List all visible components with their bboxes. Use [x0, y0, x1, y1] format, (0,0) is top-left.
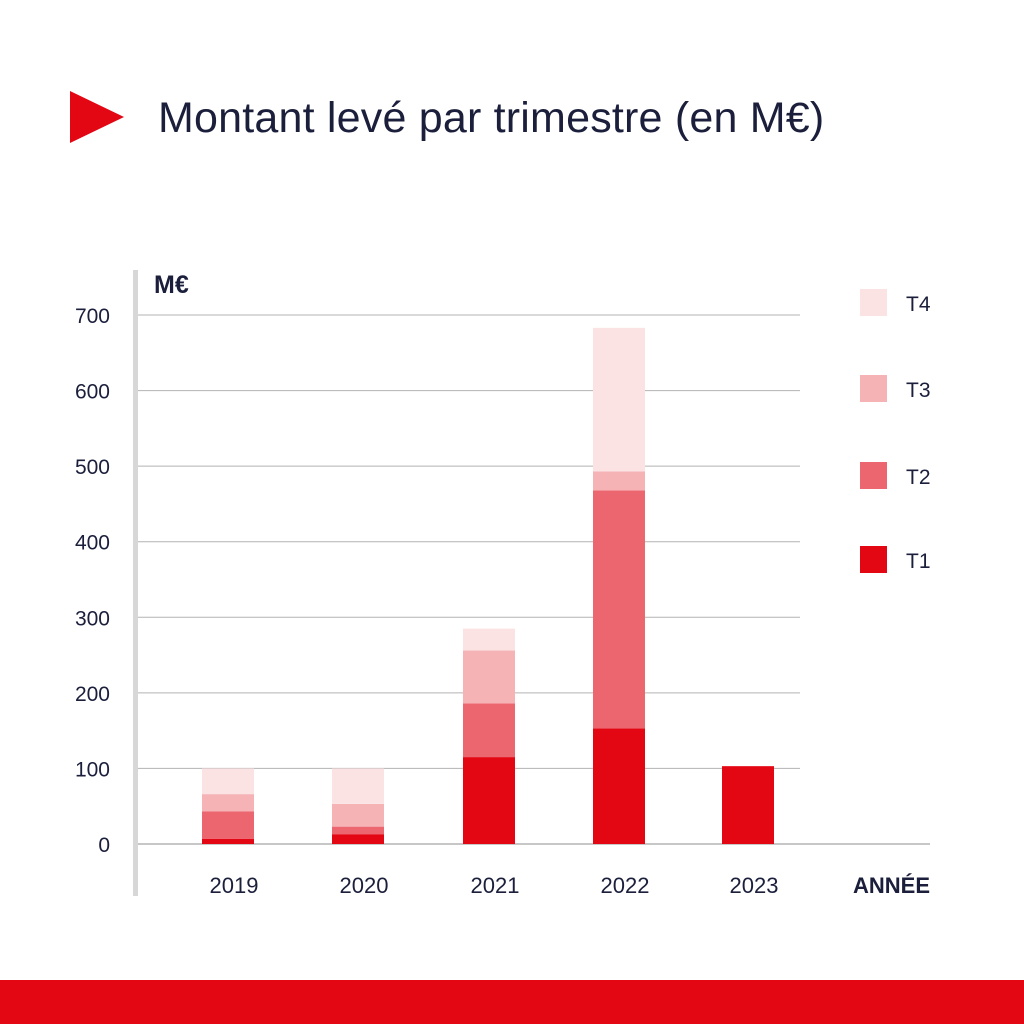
- legend-label: T3: [906, 379, 931, 402]
- bar-segment-t1-2020: [332, 834, 384, 844]
- bar-segment-t2-2021: [463, 703, 515, 758]
- legend-label: T4: [906, 293, 931, 316]
- y-tick-label: 200: [75, 683, 110, 706]
- y-tick-labels: 0 100 200 300 400 500 600 700: [75, 305, 110, 857]
- legend-item-t1: T1: [860, 546, 931, 573]
- y-tick-label: 0: [98, 834, 110, 857]
- bar-segment-t4-2022: [593, 327, 645, 472]
- x-axis-label: ANNÉE: [853, 873, 930, 898]
- bar-segment-t4-2020: [332, 768, 384, 804]
- bar-segment-t1-2021: [463, 757, 515, 844]
- play-arrow-icon: [70, 91, 124, 143]
- y-tick-label: 600: [75, 381, 110, 404]
- legend-label: T2: [906, 466, 931, 489]
- y-tick-label: 300: [75, 607, 110, 630]
- bar-segment-t1-2023: [722, 766, 774, 844]
- legend-item-t4: T4: [860, 289, 931, 316]
- y-tick-label: 700: [75, 305, 110, 328]
- legend-item-t2: T2: [860, 462, 931, 489]
- bar-segment-t2-2022: [593, 490, 645, 729]
- bar-segment-t3-2020: [332, 803, 384, 827]
- legend-swatch: [860, 546, 887, 573]
- x-tick-label: 2023: [730, 873, 779, 898]
- x-tick-labels: 2019 2020 2021 2022 2023: [210, 873, 779, 898]
- bar-segment-t4-2019: [202, 768, 254, 795]
- x-tick-label: 2021: [471, 873, 520, 898]
- legend-swatch: [860, 375, 887, 402]
- bars: [202, 327, 774, 844]
- bottom-brand-band: [0, 980, 1024, 1024]
- legend-label: T1: [906, 550, 931, 573]
- x-tick-label: 2019: [210, 873, 259, 898]
- bar-segment-t4-2021: [463, 628, 515, 651]
- y-axis-bar: [133, 270, 138, 896]
- legend-item-t3: T3: [860, 375, 931, 402]
- bar-segment-t2-2019: [202, 811, 254, 839]
- play-arrow-shape: [70, 91, 124, 143]
- x-tick-label: 2022: [601, 873, 650, 898]
- y-tick-label: 500: [75, 456, 110, 479]
- gridlines: [138, 314, 930, 845]
- bar-segment-t1-2019: [202, 838, 254, 844]
- y-axis-label: M€: [154, 271, 189, 299]
- bar-segment-t1-2022: [593, 728, 645, 844]
- bar-segment-t3-2021: [463, 650, 515, 704]
- bar-segment-t3-2022: [593, 471, 645, 491]
- legend-swatch: [860, 289, 887, 316]
- legend: T4 T3 T2 T1: [860, 289, 931, 573]
- bar-segment-t2-2020: [332, 826, 384, 835]
- bar-segment-t3-2019: [202, 794, 254, 812]
- x-tick-label: 2020: [340, 873, 389, 898]
- chart-title: Montant levé par trimestre (en M€): [158, 94, 825, 142]
- y-tick-label: 100: [75, 758, 110, 781]
- title-row: Montant levé par trimestre (en M€): [70, 88, 1010, 148]
- legend-swatch: [860, 462, 887, 489]
- y-tick-label: 400: [75, 532, 110, 555]
